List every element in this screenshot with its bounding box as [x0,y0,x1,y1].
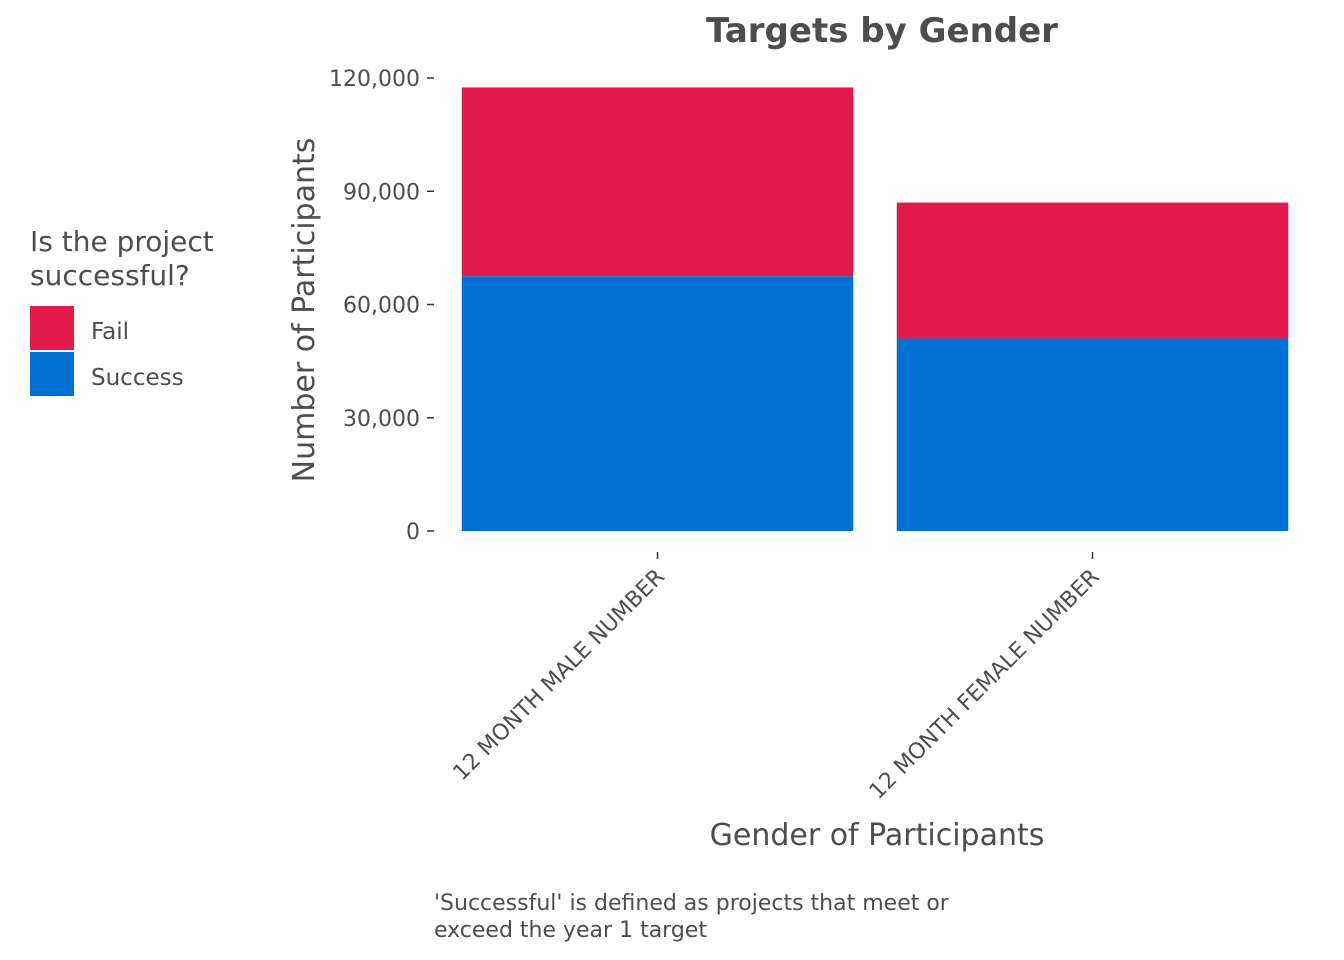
y-tick-label: 90,000 [343,180,420,205]
legend-title-line-1: Is the project [30,225,214,258]
x-axis-title: Gender of Participants [710,818,1045,853]
y-axis: 0 30,000 60,000 90,000 120,000 [329,67,434,545]
y-tick-label: 60,000 [343,294,420,319]
y-tick-label: 30,000 [343,407,420,432]
y-axis-title: Number of Participants [287,138,322,483]
bar-segment-success [896,338,1289,531]
legend-label-success: Success [91,365,184,391]
x-tick-label: 12 MONTH FEMALE NUMBER [865,565,1105,805]
legend-swatch-success [30,352,74,396]
legend-label-fail: Fail [91,319,129,345]
y-tick-label: 120,000 [329,67,420,92]
bar-segment-fail [461,87,854,277]
x-tick-label: 12 MONTH MALE NUMBER [449,565,670,786]
legend-title-line-2: successful? [30,259,190,292]
bars [461,87,1289,531]
chart-title: Targets by Gender [706,11,1058,51]
chart-caption: 'Successful' is defined as projects that… [434,891,949,943]
y-tick-label: 0 [406,520,420,545]
bar-segment-fail [896,202,1289,339]
legend-swatch-fail [30,306,74,350]
bar-segment-success [461,276,854,531]
x-axis: 12 MONTH MALE NUMBER 12 MONTH FEMALE NUMB… [449,552,1105,804]
legend: Is the project successful? Fail Success [30,225,214,396]
